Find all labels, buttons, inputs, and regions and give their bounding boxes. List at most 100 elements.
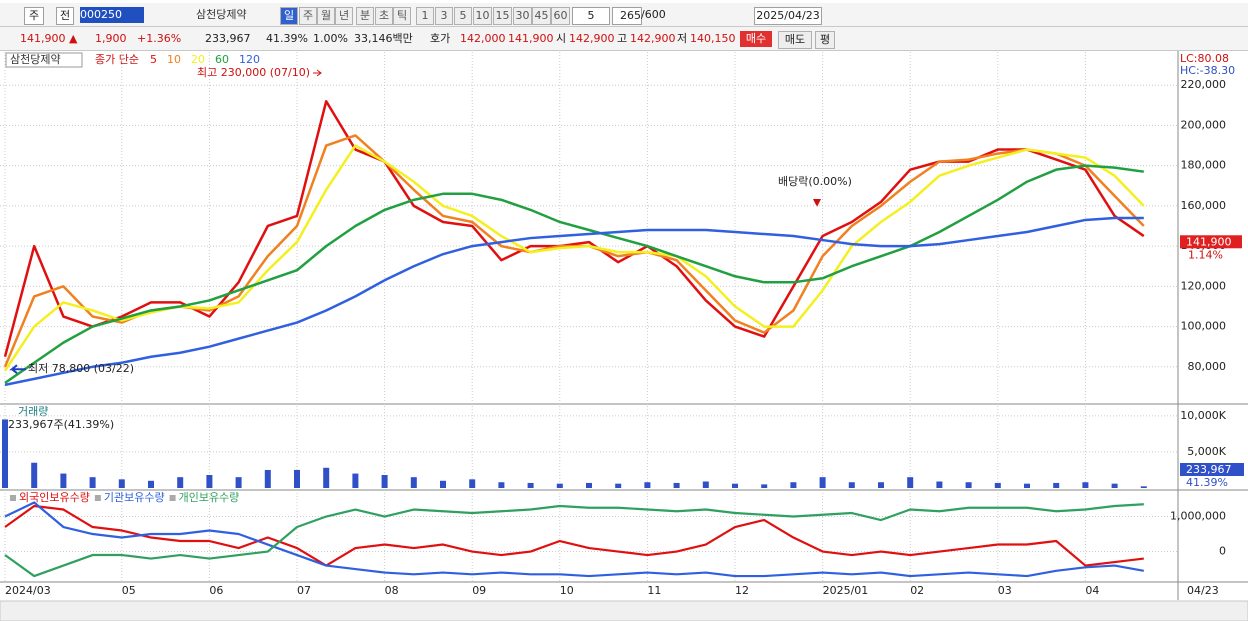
volume-bar xyxy=(410,477,417,488)
legend-entry: 5 xyxy=(150,53,157,66)
legend-entry: 외국인보유수량 xyxy=(19,491,90,504)
dividend-arrow xyxy=(813,199,821,207)
volume-title: 거래량 xyxy=(18,405,48,418)
x-tick-label: 12 xyxy=(735,584,749,597)
volume-tag-label: 233,967 xyxy=(1186,463,1232,476)
volume-bar xyxy=(352,473,359,488)
legend-swatch xyxy=(10,495,16,501)
volume-bar xyxy=(965,482,972,488)
volume-bar xyxy=(31,462,38,488)
sell-button[interactable]: 매도 xyxy=(778,31,812,49)
chart: 삼천당제약 종가 단순 LC:80.08 HC:-38.30 배당락(0.00%… xyxy=(0,51,1248,621)
volume-bar xyxy=(615,483,622,488)
volume-bar xyxy=(644,482,651,488)
chart-bg xyxy=(0,51,1248,621)
code-input[interactable]: 000250 xyxy=(80,7,144,23)
volume-bar xyxy=(586,482,592,488)
interval[interactable]: 3 xyxy=(435,7,453,25)
label: 시 xyxy=(556,32,567,45)
high: 142,900 xyxy=(630,32,676,45)
eval-button[interactable]: 평 xyxy=(815,31,835,49)
volume-bar xyxy=(878,482,884,488)
interval-select[interactable]: 5 xyxy=(572,7,610,25)
legend-swatch xyxy=(94,495,101,501)
interval[interactable]: 1 xyxy=(416,7,434,25)
period-min[interactable]: 분 xyxy=(356,7,374,25)
volume-bar xyxy=(294,469,300,488)
legend-title: 종가 단순 xyxy=(95,53,139,66)
interval[interactable]: 10 xyxy=(473,7,492,25)
volume-bar xyxy=(89,477,96,488)
volume-tag xyxy=(1180,463,1244,476)
legend-swatch xyxy=(169,495,176,501)
market[interactable]: 주 xyxy=(24,7,44,25)
volume-bar xyxy=(819,477,826,488)
volume-bar xyxy=(118,479,125,488)
volume-bar xyxy=(440,480,446,488)
x-tick-label: 06 xyxy=(209,584,223,597)
period-week[interactable]: 주 xyxy=(299,7,317,25)
x-tick-label: 03 xyxy=(998,584,1012,597)
interval[interactable]: 45 xyxy=(532,7,551,25)
period-year[interactable]: 년 xyxy=(335,7,353,25)
volume-ratio-label: 41.39% xyxy=(1186,476,1228,489)
x-tick-label: 07 xyxy=(297,584,311,597)
volume-bar xyxy=(702,481,709,488)
dividend-note: 배당락(0.00%) xyxy=(778,175,852,188)
volume-bar xyxy=(469,479,476,488)
legend-entry: 개인보유수량 xyxy=(179,491,240,504)
volume-bar xyxy=(381,475,388,488)
x-tick-label: 08 xyxy=(385,584,399,597)
volume-ratio: 41.39% xyxy=(266,32,308,45)
period-month[interactable]: 월 xyxy=(317,7,335,25)
x-tick-label: 2024/03 xyxy=(5,584,51,597)
count-input[interactable]: 265 xyxy=(612,7,642,25)
volume-bar xyxy=(527,482,534,488)
volume-bar xyxy=(556,483,563,488)
turnover: 1.00% xyxy=(313,32,348,45)
volume-bar xyxy=(1082,482,1089,488)
volume-bar xyxy=(1053,482,1060,488)
label: 고 xyxy=(617,32,628,45)
y-tick-label: 1,000,000 xyxy=(1170,510,1226,523)
period-tick[interactable]: 틱 xyxy=(393,7,411,25)
period-day[interactable]: 일 xyxy=(280,7,298,25)
volume-bar xyxy=(761,484,768,488)
volume-bar xyxy=(848,482,855,488)
change-rate: +1.36% xyxy=(137,32,182,45)
buy-button[interactable]: 매수 xyxy=(740,31,772,47)
scroll-bar[interactable] xyxy=(0,600,1248,621)
series-line xyxy=(4,504,1144,567)
price-tag xyxy=(1180,235,1242,249)
period-sec[interactable]: 초 xyxy=(375,7,393,25)
volume-bar xyxy=(60,473,67,488)
volume-bar xyxy=(994,482,1001,488)
toolbar: 주 전 000250 삼천당제약 일 주 월 년 분 초 틱 1 3 5 10 … xyxy=(0,3,1248,27)
volume-subtitle: 233,967주(41.39%) xyxy=(8,418,114,431)
volume: 233,967 xyxy=(205,32,251,45)
series-line xyxy=(4,503,1144,578)
volume-bar xyxy=(498,482,505,488)
x-tick-label: 10 xyxy=(560,584,574,597)
interval[interactable]: 5 xyxy=(454,7,472,25)
interval[interactable]: 30 xyxy=(513,7,532,25)
date-input[interactable]: 2025/04/23 xyxy=(754,7,822,25)
y-tick-label: 10,000K xyxy=(1180,409,1226,422)
series-line xyxy=(4,501,1144,578)
x-tick-label: 05 xyxy=(122,584,136,597)
volume-bar xyxy=(673,482,680,488)
x-tick-label: 02 xyxy=(910,584,924,597)
y-tick-label: 0 xyxy=(1219,545,1226,558)
high-label: 최고 230,000 (07/10) xyxy=(197,66,310,79)
interval[interactable]: 15 xyxy=(493,7,512,25)
volume-bar xyxy=(1024,483,1030,488)
volume-bar xyxy=(732,483,738,488)
y-tick-label: 160,000 xyxy=(1181,199,1227,212)
end-date: 04/23 xyxy=(1187,584,1219,597)
interval[interactable]: 60 xyxy=(551,7,570,25)
x-tick-label: 04 xyxy=(1085,584,1099,597)
volume-bar xyxy=(2,419,8,488)
y-tick-label: 180,000 xyxy=(1181,159,1227,172)
scope[interactable]: 전 xyxy=(56,7,74,25)
